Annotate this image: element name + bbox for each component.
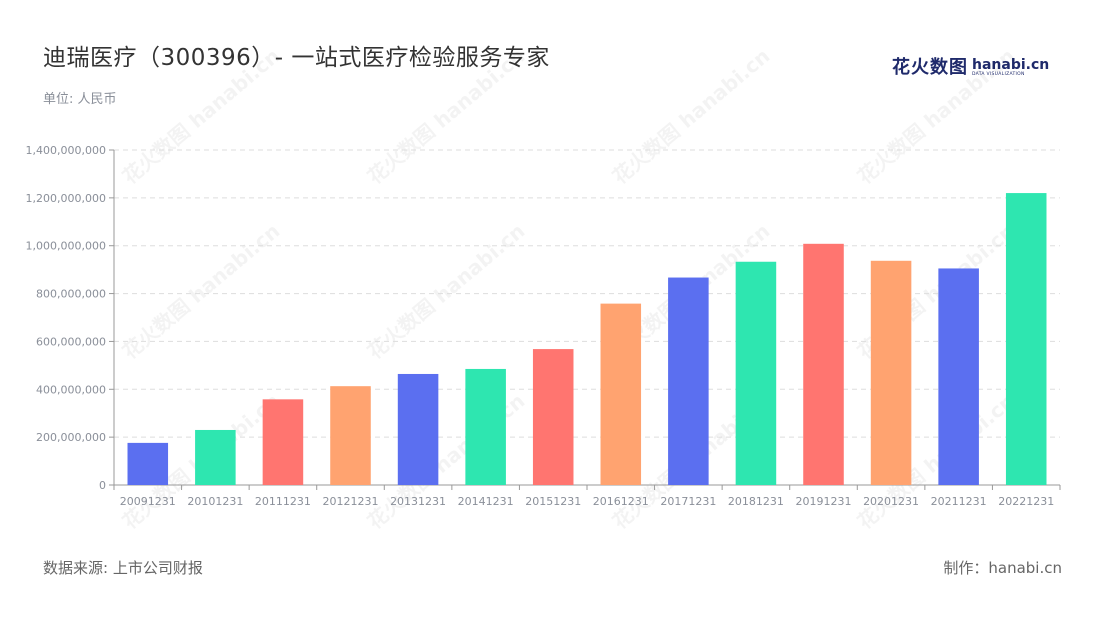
x-tick-label: 20221231 xyxy=(998,495,1054,508)
chart-title: 迪瑞医疗（300396）- 一站式医疗检验服务专家 xyxy=(43,45,550,71)
logo-en-block: hanabi.cn DATA VISUALIZATION xyxy=(972,58,1049,78)
bar-20131231 xyxy=(397,373,439,485)
x-tick-label: 20191231 xyxy=(796,495,852,508)
bar-20221231 xyxy=(1005,193,1047,486)
bar-20091231 xyxy=(127,442,169,485)
logo-en-subtext: DATA VISUALIZATION xyxy=(972,72,1025,77)
bar-20191231 xyxy=(803,243,844,485)
bar-20111231 xyxy=(262,399,304,485)
x-tick-label: 20101231 xyxy=(187,495,243,508)
x-tick-label: 20121231 xyxy=(323,495,379,508)
x-tick-label: 20131231 xyxy=(390,495,446,508)
y-tick-label: 200,000,000 xyxy=(36,431,106,444)
watermark-text: 花火数图 hanabi.cn xyxy=(363,219,530,364)
y-tick-label: 400,000,000 xyxy=(36,383,106,396)
watermark-text: 花火数图 hanabi.cn xyxy=(118,219,285,364)
x-tick-label: 20161231 xyxy=(593,495,649,508)
logo-cn-text: 花火数图 xyxy=(892,57,968,78)
y-tick-label: 0 xyxy=(99,479,106,492)
watermark-text: 花火数图 hanabi.cn xyxy=(608,44,775,189)
credit-note: 制作：hanabi.cn xyxy=(943,559,1062,577)
y-tick-label: 800,000,000 xyxy=(36,288,106,301)
x-tick-label: 20091231 xyxy=(120,495,176,508)
bar-20141231 xyxy=(465,368,506,485)
y-tick-label: 1,200,000,000 xyxy=(26,192,106,205)
x-tick-label: 20211231 xyxy=(931,495,987,508)
y-tick-label: 1,400,000,000 xyxy=(26,144,106,157)
watermark-text: 花火数图 hanabi.cn xyxy=(363,44,530,189)
x-tick-label: 20181231 xyxy=(728,495,784,508)
x-tick-label: 20111231 xyxy=(255,495,311,508)
logo-en-text: hanabi.cn xyxy=(972,57,1050,73)
y-tick-label: 1,000,000,000 xyxy=(26,240,106,253)
watermark-text: 花火数图 hanabi.cn xyxy=(118,44,285,189)
bar-20151231 xyxy=(532,349,574,485)
bar-20201231 xyxy=(870,260,912,485)
x-tick-label: 20201231 xyxy=(863,495,919,508)
y-tick-label: 600,000,000 xyxy=(36,335,106,348)
x-tick-label: 20151231 xyxy=(525,495,581,508)
unit-label: 单位: 人民币 xyxy=(43,92,117,107)
data-source-note: 数据来源: 上市公司财报 xyxy=(43,559,203,577)
bar-20101231 xyxy=(195,429,236,485)
bar-20181231 xyxy=(735,261,777,485)
brand-logo: 花火数图 hanabi.cn DATA VISUALIZATION xyxy=(892,58,1049,78)
bar-20171231 xyxy=(668,277,709,485)
bar-20121231 xyxy=(330,386,371,485)
x-tick-label: 20171231 xyxy=(660,495,716,508)
bar-20161231 xyxy=(600,303,642,485)
watermark-text: 花火数图 hanabi.cn xyxy=(853,44,1020,189)
bar-20211231 xyxy=(938,268,979,485)
x-tick-label: 20141231 xyxy=(458,495,514,508)
